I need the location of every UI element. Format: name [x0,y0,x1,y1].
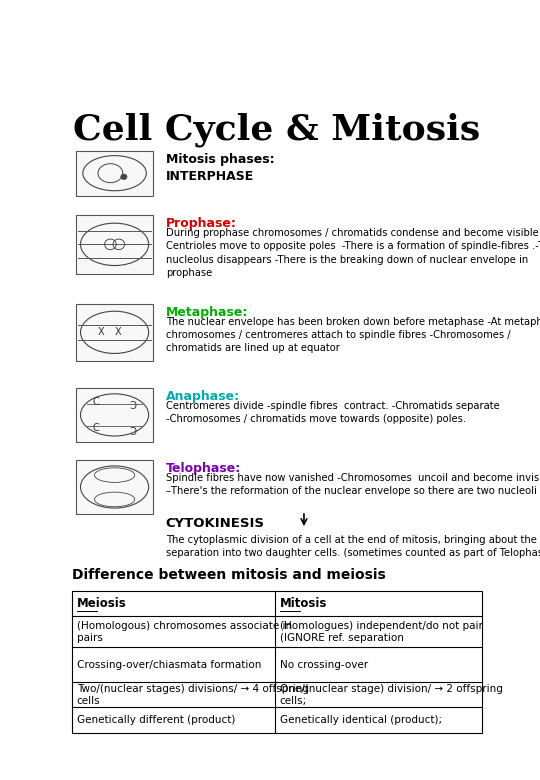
FancyBboxPatch shape [76,151,153,196]
Text: X: X [97,328,104,337]
Text: Crossing-over/chiasmata formation: Crossing-over/chiasmata formation [77,660,261,670]
Text: (Homologues) independent/do not pair
(IGNORE ref. separation: (Homologues) independent/do not pair (IG… [280,621,483,643]
Text: Prophase:: Prophase: [166,217,237,230]
Text: The nuclear envelope has been broken down before metaphase -At metaphase
chromos: The nuclear envelope has been broken dow… [166,317,540,353]
Text: Genetically different (product): Genetically different (product) [77,715,235,725]
Text: C: C [130,423,137,433]
Text: Spindle fibres have now vanished -Chromosomes  uncoil and become invisible.
–The: Spindle fibres have now vanished -Chromo… [166,473,540,496]
Text: (Homologous) chromosomes associate in
pairs: (Homologous) chromosomes associate in pa… [77,621,292,643]
FancyBboxPatch shape [76,303,153,361]
Text: Anaphase:: Anaphase: [166,390,240,402]
Text: No crossing-over: No crossing-over [280,660,368,670]
Text: Centromeres divide -spindle fibres  contract. -Chromatids separate
-Chromosomes : Centromeres divide -spindle fibres contr… [166,401,500,424]
Text: Genetically identical (product);: Genetically identical (product); [280,715,442,725]
Text: During prophase chromosomes / chromatids condense and become visible.-
Centriole: During prophase chromosomes / chromatids… [166,228,540,278]
Text: The cytoplasmic division of a cell at the end of mitosis, bringing about the
sep: The cytoplasmic division of a cell at th… [166,535,540,558]
Text: Mitosis phases:: Mitosis phases: [166,153,274,166]
Text: X: X [115,328,122,337]
Text: Two/(nuclear stages) divisions/ → 4 offspring
cells: Two/(nuclear stages) divisions/ → 4 offs… [77,683,309,706]
Text: Difference between mitosis and meiosis: Difference between mitosis and meiosis [72,568,386,582]
FancyBboxPatch shape [76,460,153,514]
Text: Mitosis: Mitosis [280,597,327,610]
Text: INTERPHASE: INTERPHASE [166,171,254,183]
Text: C: C [92,397,99,406]
Text: Meiosis: Meiosis [77,597,126,610]
Text: Telophase:: Telophase: [166,462,241,475]
Bar [72,591,482,732]
Text: C: C [92,423,99,433]
Text: Cell Cycle & Mitosis: Cell Cycle & Mitosis [73,113,481,147]
Text: C: C [130,397,137,406]
Text: Metaphase:: Metaphase: [166,306,248,318]
FancyBboxPatch shape [76,215,153,274]
Text: One/(nuclear stage) division/ → 2 offspring
cells;: One/(nuclear stage) division/ → 2 offspr… [280,683,503,706]
Text: CYTOKINESIS: CYTOKINESIS [166,517,265,530]
FancyBboxPatch shape [76,388,153,442]
Ellipse shape [121,174,127,179]
